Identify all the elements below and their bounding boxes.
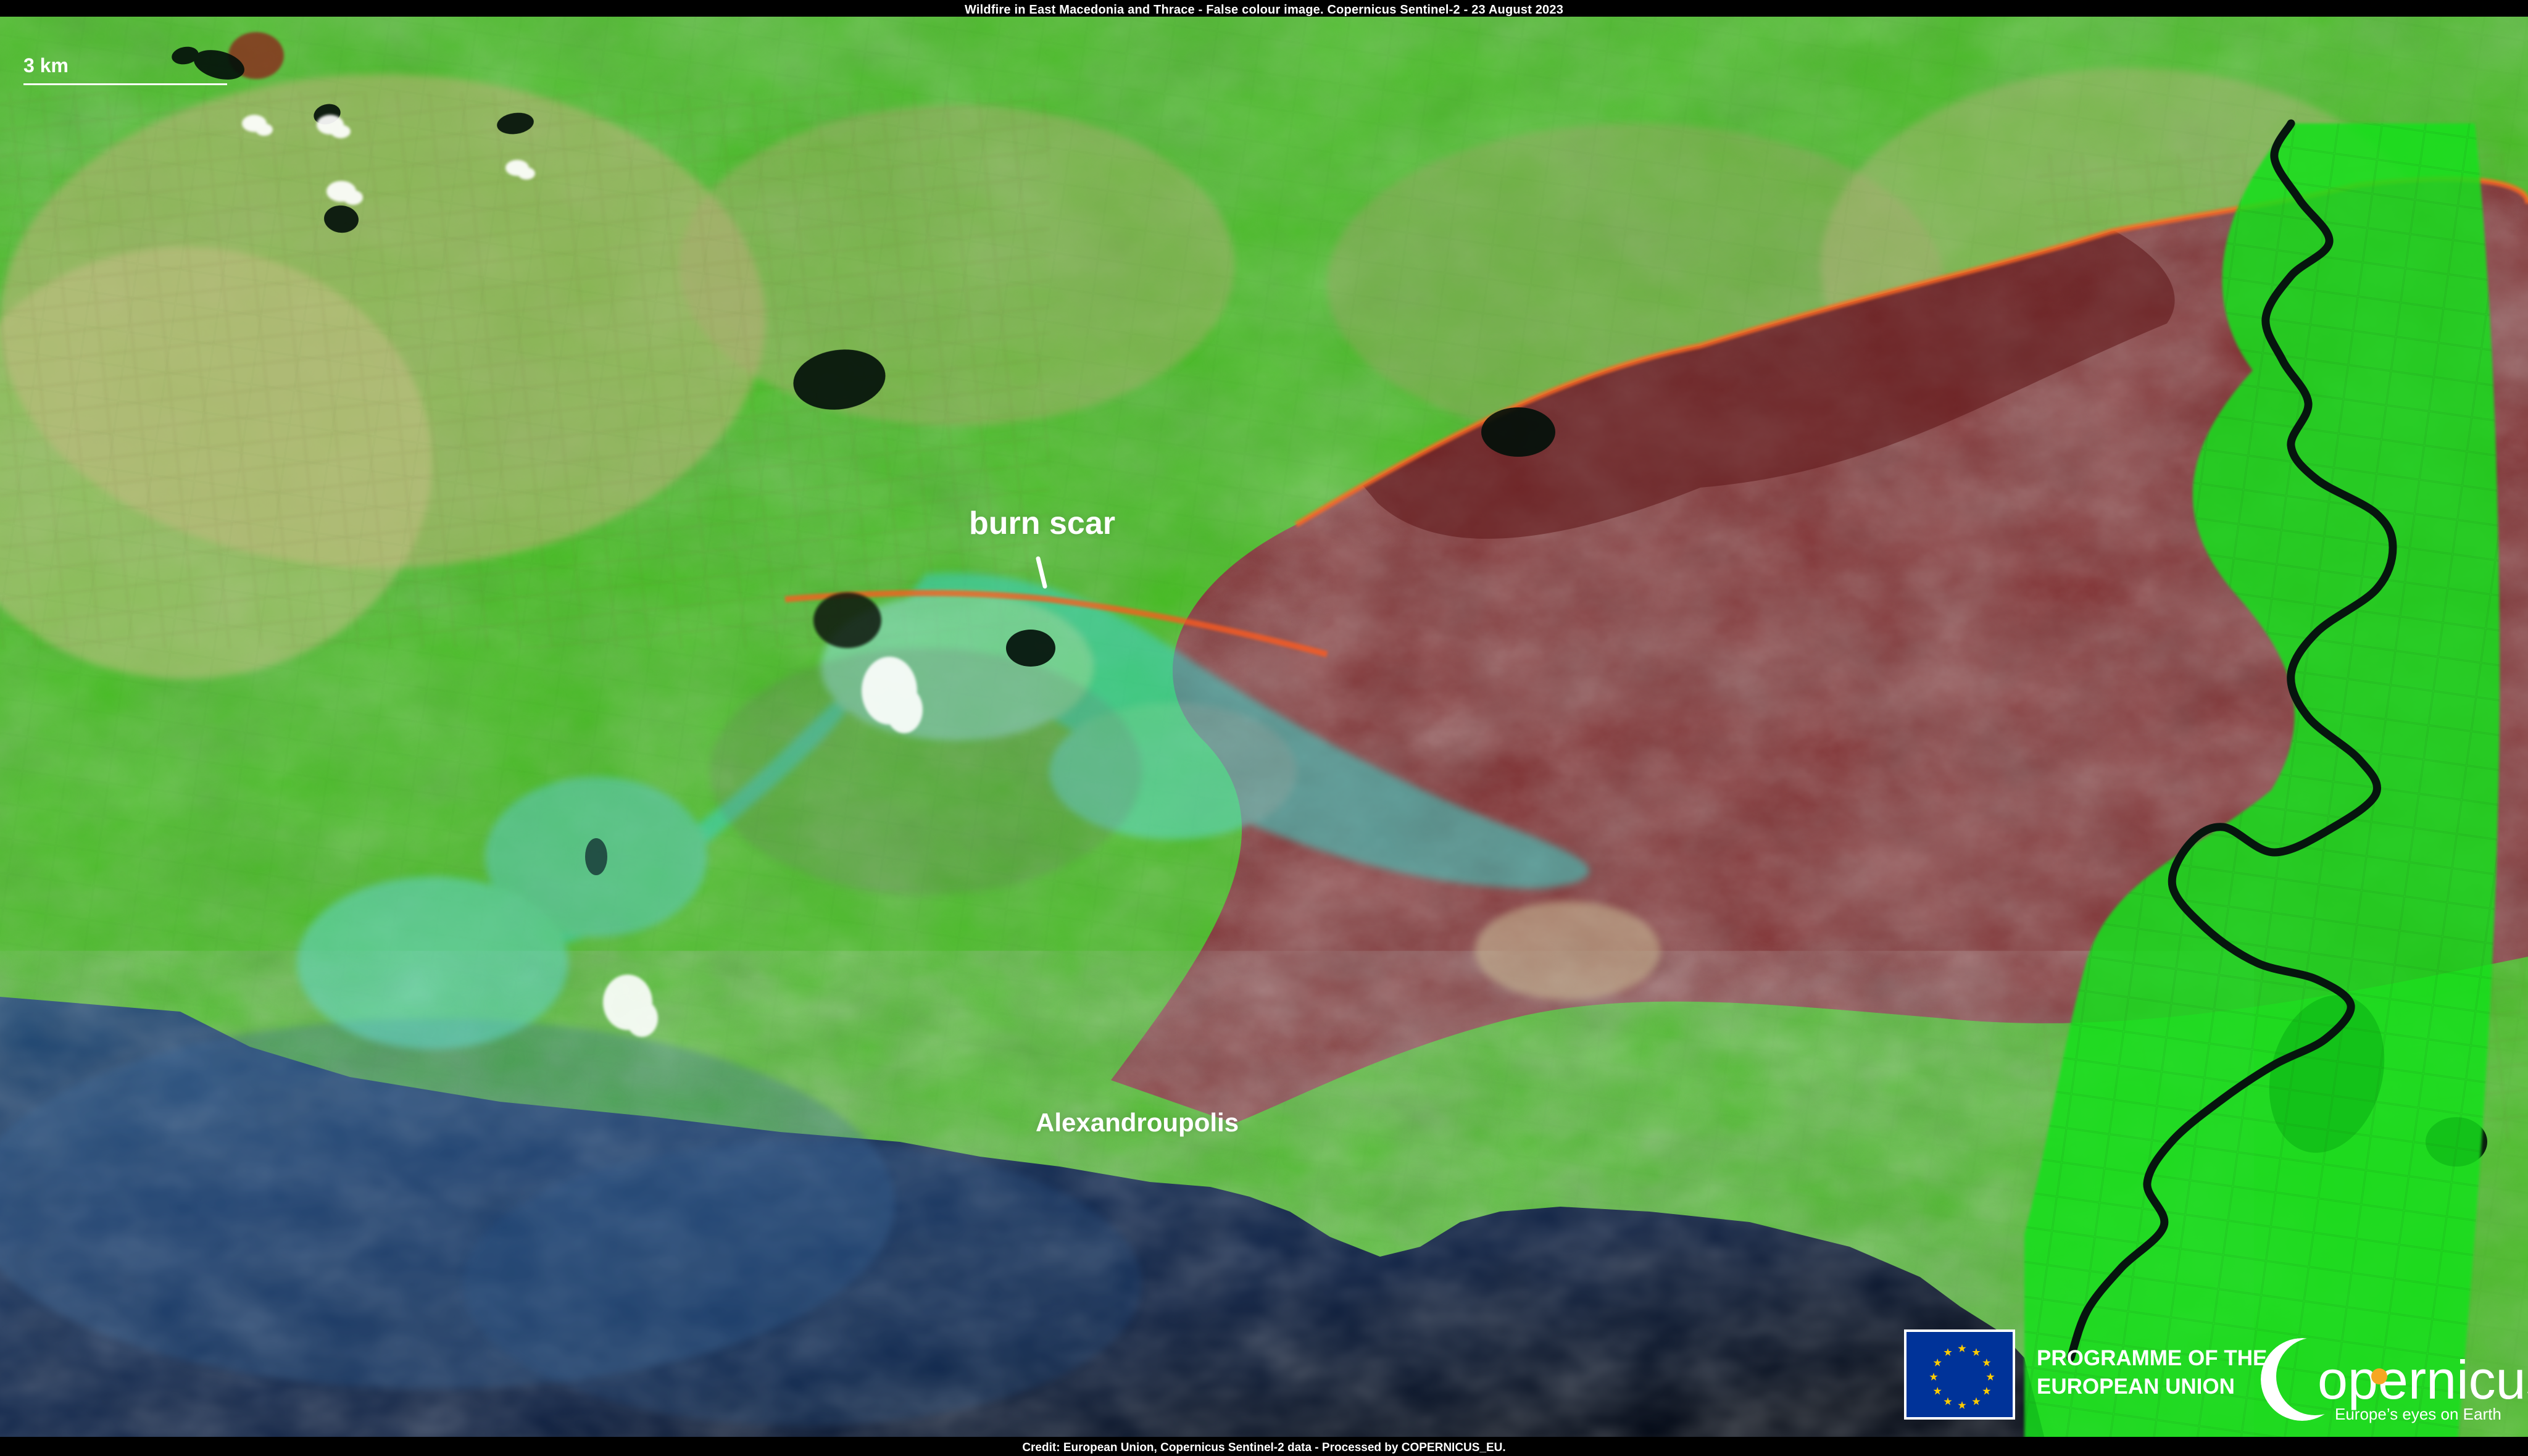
svg-text:Europe’s eyes on Earth: Europe’s eyes on Earth	[2335, 1405, 2501, 1423]
svg-text:opernicus: opernicus	[2318, 1349, 2528, 1410]
